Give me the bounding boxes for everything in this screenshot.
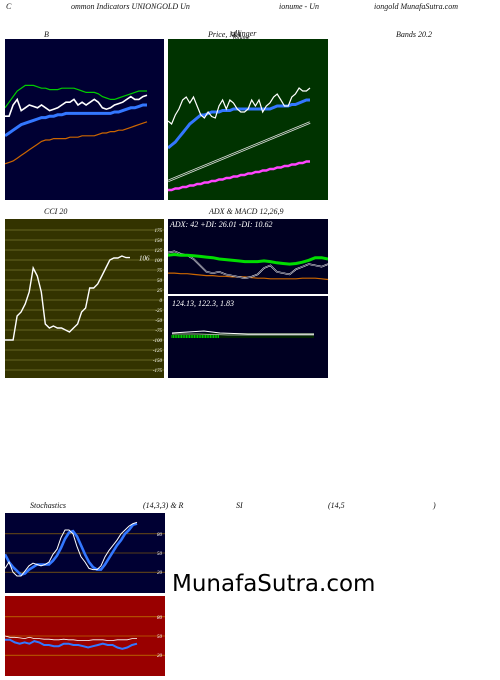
cci-title: CCI 20	[44, 207, 68, 216]
price-line	[5, 94, 148, 117]
macd-histogram	[172, 333, 314, 338]
cci-tick-label-3: 100	[155, 259, 163, 264]
cci-tick-label-4: 75	[157, 269, 163, 274]
bollinger-svg	[5, 84, 148, 165]
ma-long-line	[168, 160, 310, 192]
bollinger-title-right: Bands 20.2	[396, 30, 432, 39]
cci-svg: 175 150 125 100 75 50 25 0 -25 -50 -75 -100 -125 -150…	[5, 229, 164, 374]
band-mid-line	[5, 103, 147, 138]
bollinger-panel	[5, 39, 164, 200]
bollinger-title-left: B	[44, 30, 49, 39]
cci-tick-label-8: -25	[155, 309, 162, 314]
adx-macd-title: ADX & MACD 12,26,9	[209, 207, 284, 216]
adx-svg	[168, 250, 328, 281]
cci-line	[5, 255, 130, 341]
adx-value: ADX: 42	[170, 220, 199, 229]
rsi-params: (14,5	[328, 501, 345, 510]
adx-panel: ADX: 42 +DI: 26.01 -DI: 10.62	[168, 219, 328, 294]
rsi-price-line	[5, 635, 137, 641]
stoch-svg: 80 50 20	[5, 521, 165, 577]
stoch-tick-label-1: 50	[157, 552, 163, 557]
cci-tick-label-10: -75	[155, 329, 162, 334]
cci-last-label: 106	[139, 255, 150, 263]
di-plus-value: +DI: 26.01	[200, 220, 237, 229]
rsi-line	[5, 638, 138, 650]
cci-tick-label-0: 175	[155, 229, 163, 234]
header-c: C	[6, 2, 12, 11]
ma-price-line	[168, 87, 311, 125]
cci-tick-label-6: 25	[157, 289, 163, 294]
cci-tick-label-9: -50	[155, 319, 162, 324]
header-title-left: ommon Indicators UNIONGOLD Un	[71, 2, 190, 11]
cci-tick-label-12: -125	[153, 349, 163, 354]
stoch-tick-label-2: 20	[157, 571, 163, 576]
cci-tick-label-11: -100	[153, 339, 163, 344]
adx-line-inner	[168, 250, 328, 279]
macd-values: 124.13, 122.3, 1.83	[172, 299, 234, 308]
adx-values: ADX: 42 +DI: 26.01 -DI: 10.62	[170, 220, 273, 230]
volume-title: Volume	[232, 35, 250, 41]
bollinger-title-mid: Price, MA	[208, 30, 241, 39]
cci-tick-label-14: -175	[153, 369, 163, 374]
stoch-tick-label-0: 80	[157, 533, 163, 538]
ma-svg	[168, 87, 311, 192]
ma-mid-inner-line	[168, 122, 311, 182]
cci-tick-label-1: 150	[155, 239, 163, 244]
cci-panel: 175 150 125 100 75 50 25 0 -25 -50 -75 -100 -125 -150…	[5, 219, 164, 378]
moving-average-panel	[168, 39, 328, 200]
macd-signal-line	[172, 333, 314, 336]
macd-panel: 124.13, 122.3, 1.83	[168, 296, 328, 378]
di-minus-line	[168, 272, 328, 281]
bollinger-title-mid-overlap: ollinger	[231, 29, 257, 38]
cci-tick-label-13: -150	[153, 359, 163, 364]
rsi-close-paren: )	[433, 501, 436, 510]
di-minus-value: -DI: 10.62	[238, 220, 273, 229]
header-title-mid: ionume - Un	[279, 2, 319, 11]
cci-tick-label-7: 0	[160, 299, 163, 304]
rsi-panel: 80 50 20	[5, 596, 165, 676]
di-plus-line	[168, 252, 328, 266]
band-lower-line	[5, 121, 148, 165]
rsi-tick-label-2: 20	[157, 654, 163, 659]
watermark: MunafaSutra.com	[172, 571, 376, 597]
ma-short-line	[168, 98, 310, 150]
macd-svg	[171, 330, 314, 338]
stoch-k-line	[5, 521, 138, 577]
rsi-svg: 80 50 20	[5, 616, 165, 659]
macd-line	[171, 330, 314, 335]
rsi-tick-label-1: 50	[157, 635, 163, 640]
stochastics-params: (14,3,3) & R	[143, 501, 184, 510]
stochastics-panel: 80 50 20	[5, 513, 165, 593]
cci-tick-label-5: 50	[157, 279, 163, 284]
band-upper-line	[5, 84, 147, 109]
cci-tick-label-2: 125	[155, 249, 163, 254]
rsi-title: SI	[236, 501, 243, 510]
header-title-right: iongold MunafaSutra.com	[374, 2, 458, 11]
stochastics-title: Stochastics	[30, 501, 66, 510]
rsi-tick-label-0: 80	[157, 616, 163, 621]
